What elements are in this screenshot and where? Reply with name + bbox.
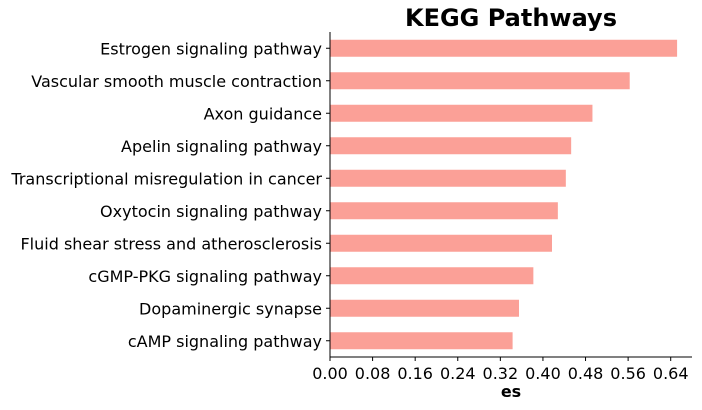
category-label: Estrogen signaling pathway (100, 39, 322, 58)
category-label: Apelin signaling pathway (121, 137, 322, 156)
x-axis-label: es (501, 382, 521, 401)
category-label: Oxytocin signaling pathway (100, 202, 322, 221)
category-label: Axon guidance (204, 104, 322, 123)
category-labels: Estrogen signaling pathway Vascular smoot… (10, 39, 330, 351)
bar (330, 104, 593, 122)
category-label: cGMP-PKG signaling pathway (88, 267, 322, 286)
bar (330, 202, 558, 220)
bar (330, 169, 566, 187)
bar (330, 72, 630, 90)
bars-group (330, 39, 678, 350)
chart-title: KEGG Pathways (405, 4, 617, 32)
category-label: cAMP signaling pathway (128, 332, 322, 351)
x-tick-label: 0.40 (525, 364, 561, 383)
x-tick-label: 0.32 (483, 364, 519, 383)
bar (330, 137, 572, 155)
bar (330, 332, 513, 350)
x-tick-label: 0.48 (568, 364, 604, 383)
x-tick-label: 0.16 (397, 364, 433, 383)
x-tick-label: 0.08 (355, 364, 391, 383)
category-label: Transcriptional misregulation in cancer (10, 169, 322, 188)
bar (330, 299, 519, 317)
x-tick-label: 0.64 (653, 364, 689, 383)
x-tick-label: 0.24 (440, 364, 476, 383)
category-label: Fluid shear stress and atherosclerosis (20, 234, 322, 253)
bar (330, 39, 678, 57)
bar (330, 267, 534, 285)
x-tick-label: 0.00 (312, 364, 348, 383)
bar (330, 234, 552, 252)
x-tick-label: 0.56 (610, 364, 646, 383)
x-axis-ticks: 0.00 0.08 0.16 0.24 0.32 0.40 0.48 0.56 0.64 (312, 357, 689, 383)
category-label: Vascular smooth muscle contraction (31, 72, 322, 91)
category-label: Dopaminergic synapse (139, 299, 322, 318)
